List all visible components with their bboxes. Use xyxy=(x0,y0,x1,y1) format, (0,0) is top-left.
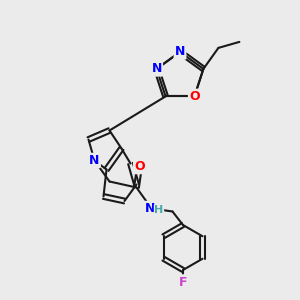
Text: N: N xyxy=(175,45,185,58)
Text: O: O xyxy=(189,90,200,103)
Text: N: N xyxy=(152,62,162,75)
Text: H: H xyxy=(154,205,164,215)
Text: F: F xyxy=(179,275,187,289)
Text: N: N xyxy=(89,154,100,167)
Text: N: N xyxy=(145,202,155,215)
Text: O: O xyxy=(134,160,145,173)
